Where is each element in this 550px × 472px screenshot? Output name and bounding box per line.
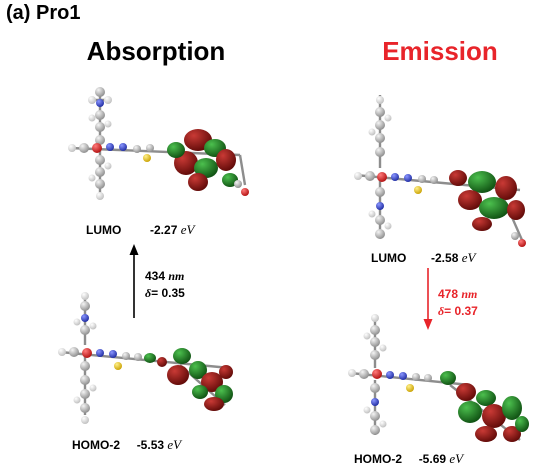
emission-homo-name: HOMO-2: [354, 452, 402, 466]
emission-lumo-label: LUMO -2.58 eV: [371, 250, 475, 266]
emission-lumo-orbital: [449, 170, 525, 231]
emission-homo-orbital: [440, 371, 529, 442]
emission-oscillator-strength: δ= 0.37: [438, 304, 478, 318]
panel-letter: (a): [6, 2, 31, 24]
emission-lumo-name: LUMO: [371, 251, 407, 265]
absorption-lumo-atoms: [68, 87, 249, 200]
absorption-homo-unit: eV: [167, 437, 182, 452]
absorption-transition-arrow: [129, 244, 139, 318]
absorption-oscillator-strength: δ= 0.35: [145, 286, 185, 300]
absorption-lumo-energy: -2.27: [150, 223, 178, 237]
emission-title: Emission: [382, 36, 498, 66]
emission-homo-energy: -5.69: [418, 452, 447, 466]
absorption-homo-orbital: [144, 348, 233, 411]
emission-transition-label: 478 nm δ= 0.37: [438, 286, 478, 320]
absorption-lumo-label: LUMO -2.27 eV: [86, 222, 194, 238]
absorption-lumo-unit: eV: [180, 222, 195, 237]
absorption-title: Absorption: [86, 36, 226, 66]
absorption-homo-energy: -5.53: [136, 438, 165, 452]
emission-lumo-atoms: [354, 96, 526, 247]
absorption-homo-name: HOMO-2: [72, 438, 120, 452]
absorption-lumo-name: LUMO: [86, 223, 122, 237]
emission-lumo-unit: eV: [461, 250, 476, 265]
emission-homo-label: HOMO-2 -5.69 eV: [354, 451, 463, 467]
compound-name: Pro1: [36, 2, 81, 24]
absorption-wavelength: 434 nm: [145, 269, 185, 283]
emission-lumo-energy: -2.58: [431, 251, 459, 265]
panel-label: (a) Pro1: [6, 2, 80, 25]
emission-transition-arrow: [423, 268, 433, 330]
emission-wavelength: 478 nm: [438, 287, 478, 301]
emission-homo-atoms: [348, 314, 432, 435]
absorption-lumo-orbital: [167, 129, 238, 191]
emission-homo-unit: eV: [449, 451, 464, 466]
absorption-homo-label: HOMO-2 -5.53 eV: [72, 437, 181, 453]
absorption-transition-label: 434 nm δ= 0.35: [145, 268, 185, 302]
absorption-homo-atoms: [58, 292, 142, 424]
